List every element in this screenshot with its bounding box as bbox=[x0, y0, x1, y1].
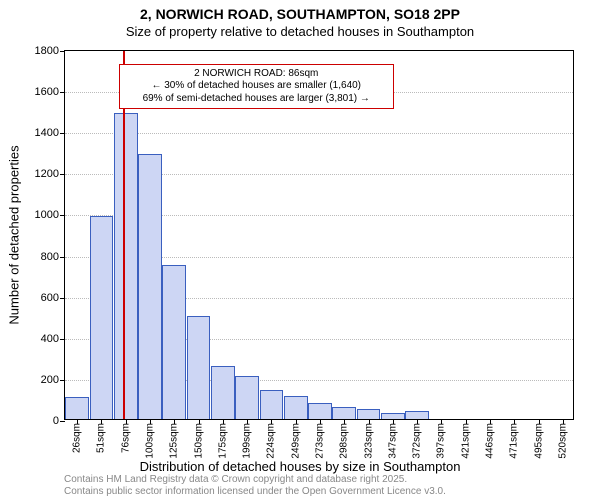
grid-line bbox=[65, 133, 573, 134]
y-tick-label: 0 bbox=[53, 415, 59, 427]
histogram-bar bbox=[114, 113, 138, 419]
x-tick-label: 273sqm bbox=[315, 419, 326, 459]
y-tick-mark bbox=[60, 339, 65, 340]
annotation-box: 2 NORWICH ROAD: 86sqm← 30% of detached h… bbox=[119, 64, 394, 110]
annotation-line-3-text: 69% of semi-detached houses are larger (… bbox=[143, 93, 358, 104]
y-tick-label: 600 bbox=[41, 292, 59, 304]
histogram-bar bbox=[235, 376, 259, 419]
arrow-left-icon: ← bbox=[151, 80, 164, 91]
x-tick-label: 125sqm bbox=[169, 419, 180, 459]
y-tick-mark bbox=[60, 51, 65, 52]
x-tick-label: 421sqm bbox=[460, 419, 471, 459]
x-tick-label: 298sqm bbox=[339, 419, 350, 459]
y-tick-mark bbox=[60, 380, 65, 381]
annotation-line-1: 2 NORWICH ROAD: 86sqm bbox=[126, 68, 387, 81]
annotation-line-3: 69% of semi-detached houses are larger (… bbox=[126, 93, 387, 106]
x-tick-label: 249sqm bbox=[290, 419, 301, 459]
y-tick-mark bbox=[60, 133, 65, 134]
histogram-bar bbox=[187, 316, 211, 419]
histogram-bar bbox=[332, 407, 356, 419]
x-tick-label: 51sqm bbox=[96, 419, 107, 453]
x-tick-label: 76sqm bbox=[120, 419, 131, 453]
y-tick-mark bbox=[60, 215, 65, 216]
y-tick-label: 1800 bbox=[35, 45, 59, 57]
histogram-bar bbox=[260, 390, 284, 419]
x-tick-label: 323sqm bbox=[363, 419, 374, 459]
histogram-bar bbox=[357, 409, 381, 419]
attribution-text: Contains HM Land Registry data © Crown c… bbox=[64, 474, 446, 498]
attribution-line-1: Contains HM Land Registry data © Crown c… bbox=[64, 474, 446, 486]
x-tick-label: 446sqm bbox=[485, 419, 496, 459]
x-tick-label: 175sqm bbox=[217, 419, 228, 459]
histogram-bar bbox=[284, 396, 308, 419]
y-tick-mark bbox=[60, 174, 65, 175]
histogram-bar bbox=[138, 154, 162, 419]
x-tick-label: 100sqm bbox=[145, 419, 156, 459]
y-tick-label: 400 bbox=[41, 333, 59, 345]
y-tick-mark bbox=[60, 257, 65, 258]
x-tick-label: 224sqm bbox=[266, 419, 277, 459]
y-tick-label: 1000 bbox=[35, 209, 59, 221]
histogram-bar bbox=[211, 366, 235, 419]
y-tick-label: 1600 bbox=[35, 86, 59, 98]
chart-title-sub: Size of property relative to detached ho… bbox=[0, 22, 600, 43]
y-tick-label: 1400 bbox=[35, 127, 59, 139]
x-tick-label: 347sqm bbox=[387, 419, 398, 459]
y-tick-mark bbox=[60, 298, 65, 299]
annotation-line-2: ← 30% of detached houses are smaller (1,… bbox=[126, 80, 387, 93]
chart-title-main: 2, NORWICH ROAD, SOUTHAMPTON, SO18 2PP bbox=[0, 0, 600, 22]
x-tick-label: 397sqm bbox=[436, 419, 447, 459]
y-tick-label: 200 bbox=[41, 374, 59, 386]
attribution-line-2: Contains public sector information licen… bbox=[64, 486, 446, 498]
x-tick-label: 26sqm bbox=[72, 419, 83, 453]
x-tick-label: 372sqm bbox=[412, 419, 423, 459]
y-axis-title: Number of detached properties bbox=[7, 145, 22, 324]
y-tick-mark bbox=[60, 421, 65, 422]
chart-plot-area: 02004006008001000120014001600180026sqm51… bbox=[64, 50, 574, 420]
x-tick-label: 471sqm bbox=[509, 419, 520, 459]
histogram-bar bbox=[405, 411, 429, 419]
histogram-bar bbox=[65, 397, 89, 419]
histogram-bar bbox=[90, 216, 114, 420]
x-tick-label: 495sqm bbox=[533, 419, 544, 459]
y-tick-label: 1200 bbox=[35, 168, 59, 180]
histogram-bar bbox=[162, 265, 186, 419]
x-axis-title: Distribution of detached houses by size … bbox=[0, 459, 600, 474]
histogram-bar bbox=[308, 403, 332, 419]
y-tick-mark bbox=[60, 92, 65, 93]
x-tick-label: 199sqm bbox=[242, 419, 253, 459]
x-tick-label: 520sqm bbox=[557, 419, 568, 459]
annotation-line-2-text: 30% of detached houses are smaller (1,64… bbox=[164, 80, 361, 91]
arrow-right-icon: → bbox=[357, 93, 370, 104]
y-tick-label: 800 bbox=[41, 251, 59, 263]
x-tick-label: 150sqm bbox=[193, 419, 204, 459]
